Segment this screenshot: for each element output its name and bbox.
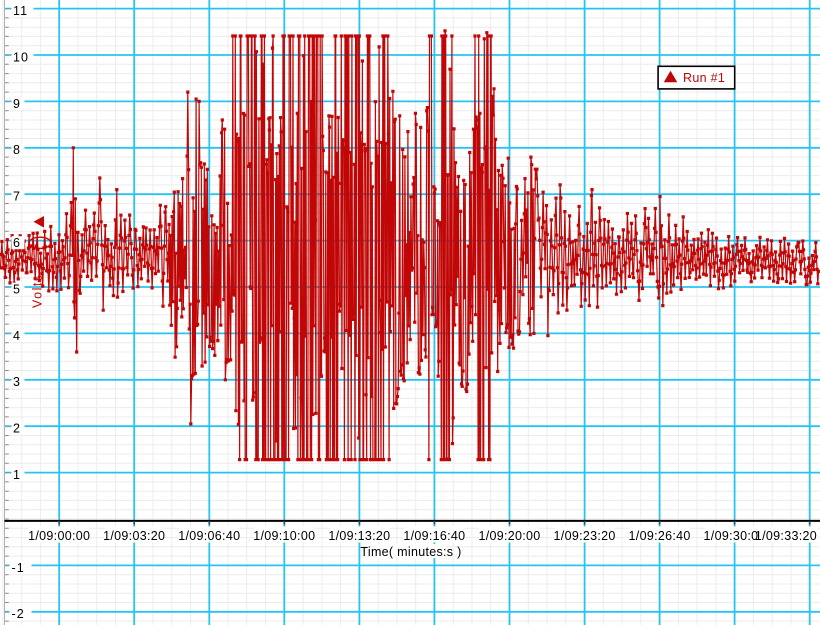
svg-text:1/09:26:40: 1/09:26:40 <box>629 529 691 543</box>
svg-text:1/09:10:00: 1/09:10:00 <box>253 529 315 543</box>
svg-text:Run #1: Run #1 <box>683 71 725 85</box>
svg-text:Time( minutes:s ): Time( minutes:s ) <box>360 545 461 559</box>
svg-text:1/09:06:40: 1/09:06:40 <box>178 529 240 543</box>
svg-text:1: 1 <box>13 468 21 482</box>
svg-text:1/09:33:20: 1/09:33:20 <box>755 529 817 543</box>
svg-text:1/09:13:20: 1/09:13:20 <box>328 529 390 543</box>
svg-text:8: 8 <box>13 143 21 157</box>
svg-text:7: 7 <box>13 190 21 204</box>
svg-text:4: 4 <box>13 329 21 343</box>
svg-text:6: 6 <box>13 236 21 250</box>
svg-text:5: 5 <box>13 282 21 296</box>
svg-text:-1: -1 <box>12 561 25 575</box>
svg-text:Volts: Volts <box>31 273 45 308</box>
svg-text:1/09:00:00: 1/09:00:00 <box>28 529 90 543</box>
svg-text:11: 11 <box>13 4 28 18</box>
svg-text:1/09:03:20: 1/09:03:20 <box>103 529 165 543</box>
svg-text:1/09:23:20: 1/09:23:20 <box>554 529 616 543</box>
svg-text:1/09:16:40: 1/09:16:40 <box>403 529 465 543</box>
svg-text:-2: -2 <box>12 607 25 621</box>
svg-text:1/09:20:00: 1/09:20:00 <box>478 529 540 543</box>
svg-text:3: 3 <box>13 375 21 389</box>
svg-text:1/09:30:00: 1/09:30:00 <box>704 529 766 543</box>
svg-text:10: 10 <box>13 50 29 64</box>
svg-text:2: 2 <box>13 422 21 436</box>
svg-text:9: 9 <box>13 97 21 111</box>
